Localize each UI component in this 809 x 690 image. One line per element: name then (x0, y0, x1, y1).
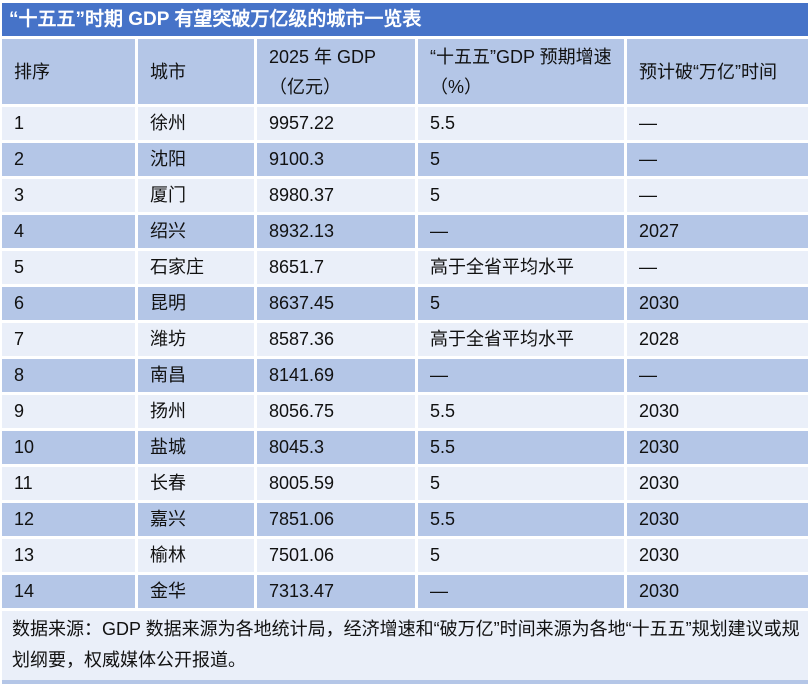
table-row: 10 盐城 8045.3 5.5 2030 (2, 431, 808, 467)
table-row: 12 嘉兴 7851.06 5.5 2030 (2, 503, 808, 539)
cell-break-trillion-time: 2030 (627, 287, 808, 323)
cell-rank: 5 (2, 251, 138, 287)
cell-growth-rate: 5 (418, 287, 627, 323)
table-header-row: 排序 城市 2025 年 GDP（亿元） “十五五”GDP 预期增速（%） 预计… (2, 39, 808, 107)
cell-city: 金华 (138, 575, 257, 611)
cell-break-trillion-time: 2030 (627, 503, 808, 539)
cell-growth-rate: 5 (418, 539, 627, 575)
table-title: “十五五”时期 GDP 有望突破万亿级的城市一览表 (2, 3, 808, 36)
cell-break-trillion-time: — (627, 107, 808, 143)
cell-gdp-2025: 8045.3 (257, 431, 418, 467)
cell-city: 嘉兴 (138, 503, 257, 539)
cell-rank: 3 (2, 179, 138, 215)
cell-gdp-2025: 8587.36 (257, 323, 418, 359)
cell-city: 长春 (138, 467, 257, 503)
cell-growth-rate: 5.5 (418, 503, 627, 539)
cell-growth-rate: — (418, 359, 627, 395)
cell-rank: 6 (2, 287, 138, 323)
table-row: 4 绍兴 8932.13 — 2027 (2, 215, 808, 251)
cell-growth-rate: 5.5 (418, 395, 627, 431)
cell-rank: 4 (2, 215, 138, 251)
cell-gdp-2025: 8005.59 (257, 467, 418, 503)
col-header-growth-rate: “十五五”GDP 预期增速（%） (418, 39, 627, 107)
cell-city: 沈阳 (138, 143, 257, 179)
table-body: 1 徐州 9957.22 5.5 — 2 沈阳 9100.3 5 — 3 厦门 … (2, 107, 808, 611)
cell-rank: 7 (2, 323, 138, 359)
cell-rank: 11 (2, 467, 138, 503)
cell-city: 徐州 (138, 107, 257, 143)
cell-break-trillion-time: — (627, 251, 808, 287)
table-row: 2 沈阳 9100.3 5 — (2, 143, 808, 179)
cell-gdp-2025: 9100.3 (257, 143, 418, 179)
cell-city: 厦门 (138, 179, 257, 215)
table-row: 1 徐州 9957.22 5.5 — (2, 107, 808, 143)
cell-city: 潍坊 (138, 323, 257, 359)
col-header-break-trillion-time: 预计破“万亿”时间 (627, 39, 808, 107)
cell-break-trillion-time: 2030 (627, 575, 808, 611)
cell-gdp-2025: 8651.7 (257, 251, 418, 287)
cell-gdp-2025: 8056.75 (257, 395, 418, 431)
cell-gdp-2025: 8980.37 (257, 179, 418, 215)
cell-rank: 10 (2, 431, 138, 467)
cell-city: 南昌 (138, 359, 257, 395)
col-header-gdp-2025: 2025 年 GDP（亿元） (257, 39, 418, 107)
cell-break-trillion-time: 2030 (627, 431, 808, 467)
cell-rank: 12 (2, 503, 138, 539)
cell-gdp-2025: 9957.22 (257, 107, 418, 143)
cell-rank: 14 (2, 575, 138, 611)
cell-gdp-2025: 7851.06 (257, 503, 418, 539)
cell-growth-rate: 5 (418, 143, 627, 179)
table-row: 9 扬州 8056.75 5.5 2030 (2, 395, 808, 431)
gdp-city-table-sheet: “十五五”时期 GDP 有望突破万亿级的城市一览表 排序 城市 2025 年 G… (2, 3, 808, 684)
cell-city: 昆明 (138, 287, 257, 323)
cell-growth-rate: — (418, 575, 627, 611)
cell-gdp-2025: 8637.45 (257, 287, 418, 323)
cell-break-trillion-time: — (627, 179, 808, 215)
cell-break-trillion-time: — (627, 359, 808, 395)
cell-growth-rate: 5 (418, 467, 627, 503)
cell-break-trillion-time: 2027 (627, 215, 808, 251)
col-header-rank: 排序 (2, 39, 138, 107)
cell-gdp-2025: 7501.06 (257, 539, 418, 575)
cell-break-trillion-time: — (627, 143, 808, 179)
table-row: 13 榆林 7501.06 5 2030 (2, 539, 808, 575)
data-source-note: 数据来源：GDP 数据来源为各地统计局，经济增速和“破万亿”时间来源为各地“十五… (2, 611, 808, 684)
cell-break-trillion-time: 2030 (627, 467, 808, 503)
cell-growth-rate: 高于全省平均水平 (418, 323, 627, 359)
table-row: 7 潍坊 8587.36 高于全省平均水平 2028 (2, 323, 808, 359)
cell-rank: 9 (2, 395, 138, 431)
cell-gdp-2025: 8932.13 (257, 215, 418, 251)
table-row: 6 昆明 8637.45 5 2030 (2, 287, 808, 323)
cell-rank: 13 (2, 539, 138, 575)
cell-growth-rate: 5.5 (418, 431, 627, 467)
cell-growth-rate: 5 (418, 179, 627, 215)
cell-break-trillion-time: 2030 (627, 395, 808, 431)
cell-rank: 8 (2, 359, 138, 395)
cell-city: 绍兴 (138, 215, 257, 251)
cell-growth-rate: 5.5 (418, 107, 627, 143)
cell-gdp-2025: 8141.69 (257, 359, 418, 395)
cell-break-trillion-time: 2028 (627, 323, 808, 359)
table-row: 11 长春 8005.59 5 2030 (2, 467, 808, 503)
cell-city: 盐城 (138, 431, 257, 467)
cell-rank: 1 (2, 107, 138, 143)
col-header-city: 城市 (138, 39, 257, 107)
cell-rank: 2 (2, 143, 138, 179)
table-row: 14 金华 7313.47 — 2030 (2, 575, 808, 611)
table-row: 8 南昌 8141.69 — — (2, 359, 808, 395)
table-row: 5 石家庄 8651.7 高于全省平均水平 — (2, 251, 808, 287)
cell-city: 扬州 (138, 395, 257, 431)
table-row: 3 厦门 8980.37 5 — (2, 179, 808, 215)
cell-growth-rate: 高于全省平均水平 (418, 251, 627, 287)
cell-growth-rate: — (418, 215, 627, 251)
cell-city: 石家庄 (138, 251, 257, 287)
cell-city: 榆林 (138, 539, 257, 575)
cell-break-trillion-time: 2030 (627, 539, 808, 575)
gdp-city-table: 排序 城市 2025 年 GDP（亿元） “十五五”GDP 预期增速（%） 预计… (2, 39, 808, 611)
cell-gdp-2025: 7313.47 (257, 575, 418, 611)
